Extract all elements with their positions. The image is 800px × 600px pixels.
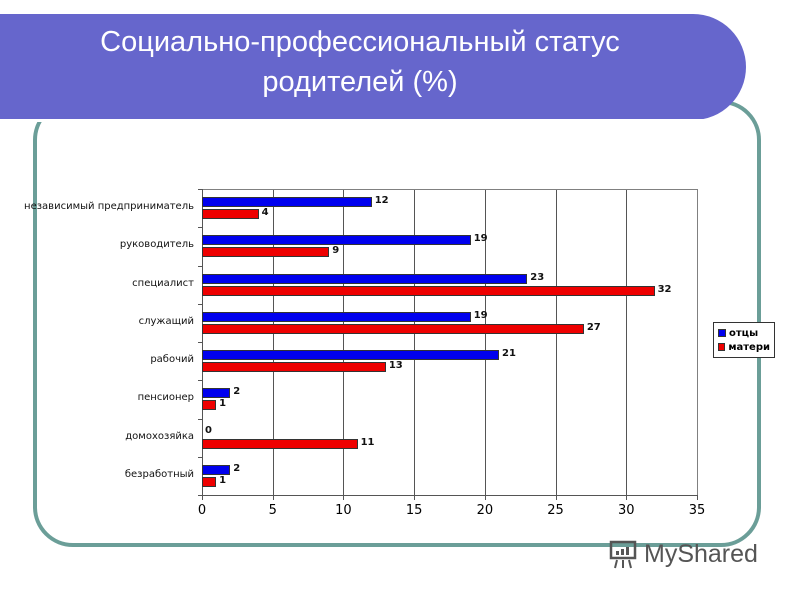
title-underline bbox=[0, 119, 707, 122]
watermark-text: MyShared bbox=[644, 539, 758, 568]
y-tick bbox=[198, 418, 202, 420]
category-label: домохозяйка bbox=[125, 430, 194, 442]
gridline bbox=[484, 190, 486, 496]
y-tick bbox=[198, 342, 202, 343]
x-tick bbox=[414, 495, 416, 500]
bar-mothers bbox=[202, 362, 386, 372]
y-tick bbox=[198, 227, 202, 229]
data-label: 21 bbox=[502, 348, 516, 359]
y-axis bbox=[202, 189, 203, 496]
presentation-board-icon bbox=[609, 540, 637, 569]
legend-item-fathers: отцы bbox=[718, 326, 770, 340]
x-tick-label: 10 bbox=[335, 503, 352, 518]
y-tick bbox=[198, 495, 202, 496]
title-line-1: Социально-профессиональный статус bbox=[100, 26, 620, 58]
data-label: 1 bbox=[219, 474, 227, 486]
x-tick-label: 35 bbox=[688, 503, 706, 518]
data-label: 27 bbox=[586, 321, 601, 333]
x-tick-label: 15 bbox=[405, 503, 423, 518]
gridline bbox=[272, 190, 274, 496]
legend-label-fathers: отцы bbox=[729, 327, 759, 339]
x-tick bbox=[343, 495, 345, 500]
legend-swatch-mothers bbox=[718, 343, 726, 351]
title-band bbox=[0, 14, 746, 122]
gridline bbox=[343, 190, 345, 496]
x-tick bbox=[202, 495, 203, 500]
data-label: 11 bbox=[360, 436, 375, 448]
category-label: рабочий bbox=[150, 354, 194, 366]
bar-mothers bbox=[202, 400, 217, 411]
category-label: безработный bbox=[124, 468, 194, 480]
x-tick-label: 20 bbox=[476, 503, 494, 518]
y-tick bbox=[198, 265, 202, 267]
data-label: 4 bbox=[261, 207, 269, 218]
bar-mothers bbox=[202, 285, 655, 296]
bar-fathers bbox=[202, 388, 231, 399]
bar-fathers bbox=[202, 311, 471, 322]
data-label: 32 bbox=[657, 283, 672, 295]
y-tick bbox=[198, 303, 202, 305]
data-label: 2 bbox=[233, 386, 241, 398]
x-tick bbox=[697, 495, 698, 500]
data-label: 0 bbox=[205, 424, 212, 436]
bar-mothers bbox=[202, 209, 259, 219]
x-tick bbox=[555, 495, 557, 500]
bar-fathers bbox=[202, 197, 372, 207]
legend-label-mothers: матери bbox=[728, 341, 770, 353]
slide-title: Социально-профессиональный статус родите… bbox=[0, 22, 720, 102]
x-tick bbox=[272, 495, 274, 500]
legend-swatch-fathers bbox=[718, 329, 726, 337]
x-tick bbox=[626, 495, 628, 500]
chart-legend: отцы матери bbox=[713, 322, 775, 358]
category-label: пенсионер bbox=[137, 392, 194, 404]
y-tick bbox=[198, 456, 202, 458]
category-label: специалист bbox=[132, 277, 194, 289]
data-label: 9 bbox=[332, 245, 340, 257]
x-tick-label: 5 bbox=[268, 503, 277, 518]
data-label: 19 bbox=[473, 309, 488, 321]
gridline bbox=[555, 190, 557, 496]
bar-mothers bbox=[202, 476, 217, 487]
data-label: 1 bbox=[219, 398, 227, 410]
y-tick bbox=[198, 189, 202, 190]
x-tick-label: 25 bbox=[547, 503, 564, 518]
bar-fathers bbox=[202, 464, 231, 475]
y-tick bbox=[198, 380, 202, 382]
data-label: 23 bbox=[530, 271, 545, 283]
legend-item-mothers: матери bbox=[718, 340, 770, 354]
x-tick bbox=[484, 495, 486, 500]
category-label: независимый предприниматель bbox=[24, 201, 194, 213]
bar-mothers bbox=[202, 438, 358, 449]
bar-mothers bbox=[202, 323, 584, 334]
title-line-2: родителей (%) bbox=[262, 66, 458, 98]
data-label: 13 bbox=[388, 360, 403, 371]
category-label: руководитель bbox=[119, 239, 194, 251]
plot-area bbox=[202, 189, 698, 496]
watermark: MyShared bbox=[608, 538, 758, 570]
data-label: 2 bbox=[233, 462, 241, 474]
bar-fathers bbox=[202, 350, 499, 360]
bar-fathers bbox=[202, 235, 471, 246]
category-label: служащий bbox=[138, 315, 194, 327]
x-tick-label: 30 bbox=[618, 503, 635, 518]
data-label: 12 bbox=[374, 195, 389, 206]
gridline bbox=[626, 190, 628, 496]
x-axis bbox=[202, 495, 698, 496]
x-tick-label: 0 bbox=[197, 503, 207, 518]
bar-fathers bbox=[202, 273, 528, 284]
data-label: 19 bbox=[473, 233, 488, 245]
bar-mothers bbox=[202, 247, 330, 258]
gridline bbox=[414, 190, 416, 496]
